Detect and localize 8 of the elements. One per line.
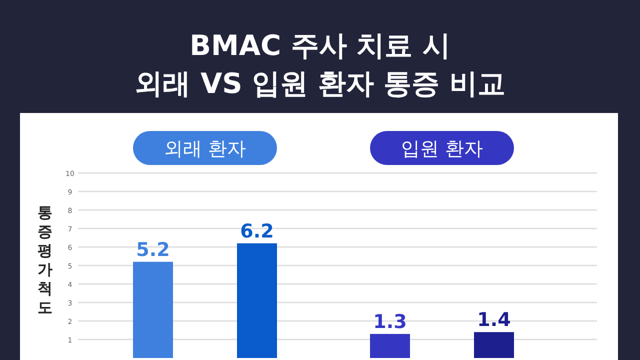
data-label: 6.2 [240,220,274,242]
chart-title: BMAC 주사 치료 시 외래 VS 입원 환자 통증 비교 [134,29,506,100]
text: 외래 환자 [164,138,246,160]
data-label: 1.3 [373,310,407,333]
text: 입원 환자 [400,138,484,160]
y-axis-title: 통증평가척도 [38,204,52,316]
data-label: 1.4 [477,309,511,332]
data-label: 5.2 [136,238,170,261]
